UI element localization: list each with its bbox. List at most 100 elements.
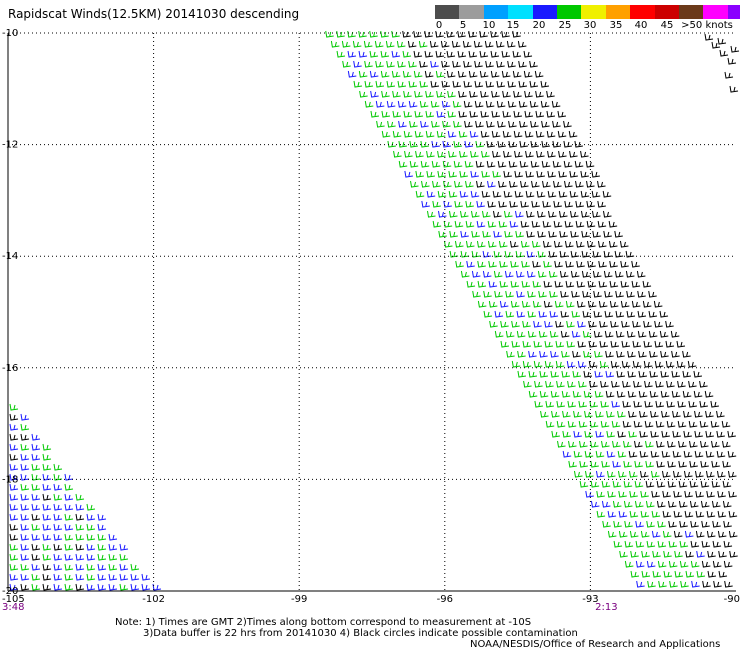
wind-barb — [700, 440, 709, 448]
wind-barb — [559, 270, 569, 278]
wind-barb — [20, 413, 30, 421]
note-line-2: 3)Data buffer is 22 hrs from 20141030 4)… — [143, 628, 578, 639]
wind-barb — [523, 50, 533, 58]
wind-barb — [693, 390, 703, 398]
wind-barb — [595, 410, 604, 418]
wind-barb — [364, 100, 374, 108]
wind-barb — [97, 583, 107, 591]
wind-barb — [513, 130, 523, 138]
wind-barb — [31, 503, 41, 511]
wind-barb — [476, 220, 486, 228]
wind-barb — [621, 360, 631, 368]
legend-label: >50 knots — [681, 20, 733, 31]
wind-barb — [402, 70, 412, 78]
wind-barb — [572, 350, 581, 358]
wind-barb — [610, 340, 620, 348]
wind-barb — [694, 430, 703, 438]
wind-barb — [627, 370, 637, 378]
wind-barb — [589, 380, 598, 388]
wind-barb — [20, 443, 30, 451]
wind-barb — [605, 350, 614, 358]
wind-barb — [521, 280, 531, 288]
wind-barb — [506, 40, 516, 48]
wind-barb — [730, 45, 740, 53]
wind-barb — [612, 440, 621, 448]
wind-barb — [598, 260, 607, 268]
wind-barb — [710, 420, 720, 428]
map-grid — [7, 32, 736, 592]
wind-barb — [501, 30, 510, 38]
wind-barb — [415, 190, 425, 198]
wind-barb — [42, 493, 52, 501]
wind-barb — [564, 200, 573, 208]
wind-barb — [430, 60, 439, 68]
credit-line: NOAA/NESDIS/Office of Research and Appli… — [470, 639, 721, 650]
wind-barb — [707, 550, 716, 558]
wind-barb — [591, 170, 600, 178]
wind-barb — [425, 110, 435, 118]
wind-barb — [674, 570, 684, 578]
wind-barb — [639, 430, 648, 438]
wind-barb — [509, 240, 519, 248]
wind-barb — [528, 370, 538, 378]
wind-barb — [517, 370, 527, 378]
wind-barb — [550, 350, 559, 358]
wind-barb — [705, 470, 715, 478]
wind-barb — [9, 403, 19, 411]
wind-barb — [713, 580, 722, 588]
wind-barb — [347, 30, 356, 38]
wind-barb — [609, 280, 619, 288]
wind-barb — [9, 463, 19, 471]
wind-barb — [560, 330, 570, 338]
wind-barb — [660, 370, 670, 378]
wind-barb — [563, 120, 572, 128]
wind-barb — [685, 570, 695, 578]
wind-barb — [550, 390, 560, 398]
wind-barb — [495, 40, 505, 48]
wind-barb — [658, 580, 667, 588]
wind-barb — [678, 440, 687, 448]
wind-barb — [359, 90, 368, 98]
wind-barb — [42, 533, 52, 541]
wind-barb — [647, 580, 656, 588]
wind-barb — [454, 220, 464, 228]
wind-barb — [546, 130, 556, 138]
wind-barb — [435, 70, 445, 78]
wind-barb — [42, 483, 52, 491]
wind-barb — [568, 440, 577, 448]
wind-barb — [687, 360, 697, 368]
wind-barb — [369, 50, 379, 58]
wind-barb — [564, 220, 574, 228]
wind-barb — [20, 523, 30, 531]
lon-tick-label: -96 — [437, 594, 453, 605]
wind-barb — [42, 583, 52, 591]
wind-barb — [597, 180, 606, 188]
wind-barb — [637, 330, 647, 338]
wind-barb — [481, 190, 491, 198]
wind-barb — [536, 190, 546, 198]
wind-barb — [667, 460, 676, 468]
wind-barb — [638, 370, 648, 378]
wind-barb — [75, 523, 85, 531]
wind-barb — [426, 170, 435, 178]
wind-barb — [448, 170, 457, 178]
wind-barb — [593, 290, 602, 298]
wind-barb — [457, 70, 467, 78]
wind-barb — [592, 230, 601, 238]
wind-barb — [432, 180, 441, 188]
wind-barb — [556, 380, 565, 388]
wind-barb — [141, 583, 151, 591]
wind-barb — [601, 480, 611, 488]
wind-barb — [97, 563, 107, 571]
wind-barb — [508, 140, 517, 148]
wind-barb — [608, 220, 618, 228]
wind-barb — [637, 310, 647, 318]
wind-barb — [9, 523, 19, 531]
wind-barb — [531, 200, 540, 208]
legend-swatch — [581, 5, 606, 19]
wind-barb — [672, 410, 681, 418]
wind-barb — [9, 563, 19, 571]
wind-barb — [595, 430, 604, 438]
wind-barb — [534, 380, 543, 388]
wind-barb — [604, 310, 614, 318]
